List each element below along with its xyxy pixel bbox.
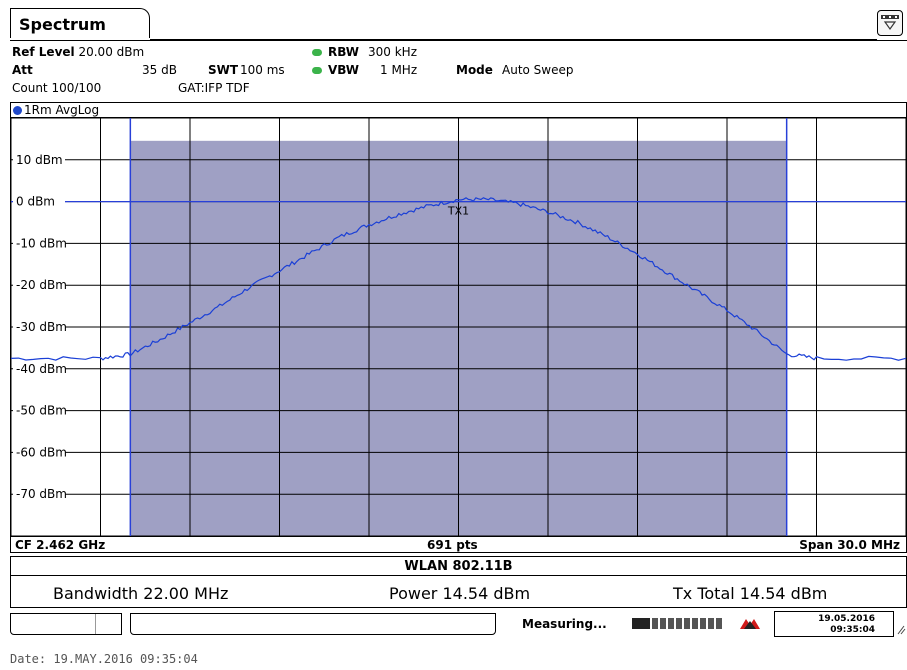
mode-value[interactable]: Auto Sweep — [502, 63, 574, 77]
y-axis-label: 0 dBm — [16, 195, 55, 209]
trace-label[interactable]: 1Rm AvgLog — [24, 103, 100, 117]
spectrum-plot[interactable]: 10 dBm 0 dBm -10 dBm -20 dBm -30 dBm -40 dBm -… — [10, 117, 907, 537]
result-summary: Bandwidth 22.00 MHz Power 14.54 dBm Tx T… — [10, 576, 907, 608]
status-date: 19.05.2016 — [818, 614, 875, 624]
vbw-indicator — [312, 63, 322, 77]
sweep-points[interactable]: 691 pts — [427, 538, 478, 552]
ref-level[interactable]: Ref Level 20.00 dBm — [12, 45, 144, 59]
tx-total-result: Tx Total 14.54 dBm — [673, 584, 828, 603]
vbw-value[interactable]: 1 MHz — [380, 63, 418, 77]
tab-bar-line — [150, 39, 877, 40]
channel-label: TX1 — [447, 205, 469, 218]
y-axis-label: -50 dBm — [16, 404, 67, 418]
status-bar: Measuring... 19.05.2016 09:35:04 — [10, 611, 907, 638]
y-axis-label: -40 dBm — [16, 362, 67, 376]
spectrum-svg: 10 dBm 0 dBm -10 dBm -20 dBm -30 dBm -40 dBm -… — [10, 117, 907, 537]
count-value: Count 100/100 — [12, 81, 102, 95]
y-axis-label: -30 dBm — [16, 320, 67, 334]
status-field-1[interactable] — [10, 613, 122, 635]
y-label-background — [13, 193, 65, 209]
frequency-bar: CF 2.462 GHz 691 pts Span 30.0 MHz — [10, 536, 907, 553]
settings-header: Ref Level 20.00 dBm Att 35 dB SWT 100 ms… — [10, 40, 907, 99]
att-value[interactable]: 35 dB — [142, 63, 177, 77]
rbw-status-icon — [312, 49, 322, 56]
spectrum-trace — [10, 197, 907, 361]
lxi-icon — [738, 617, 764, 631]
y-label-background — [13, 235, 65, 251]
progress-bar — [632, 618, 724, 629]
y-axis-label: -10 dBm — [16, 236, 67, 250]
status-field-2[interactable] — [130, 613, 496, 635]
status-datetime: 19.05.2016 09:35:04 — [774, 611, 894, 637]
y-label-background — [13, 444, 65, 460]
swt-value[interactable]: 100 ms — [240, 63, 285, 77]
y-label-background — [13, 360, 65, 376]
span-value[interactable]: Span 30.0 MHz — [799, 538, 900, 552]
gate-info: GAT:IFP TDF — [178, 81, 250, 95]
screenshot-date: Date: 19.MAY.2016 09:35:04 — [10, 652, 198, 666]
tab-spectrum[interactable]: Spectrum — [10, 8, 150, 38]
measuring-status: Measuring... — [522, 617, 607, 631]
trace-color-icon — [13, 106, 22, 115]
mode-label: Mode — [456, 63, 493, 77]
standard-label: WLAN 802.11B — [10, 556, 907, 576]
y-label-background — [13, 319, 65, 334]
rbw-value[interactable]: 300 kHz — [368, 45, 417, 59]
y-axis-label: -70 dBm — [16, 487, 67, 501]
ref-level-label: Ref Level — [12, 45, 75, 59]
center-frequency[interactable]: CF 2.462 GHz — [15, 538, 106, 552]
y-axis-label: -20 dBm — [16, 278, 67, 292]
power-result: Power 14.54 dBm — [389, 584, 531, 603]
y-label-background — [13, 151, 65, 167]
trace-label-bar: 1Rm AvgLog — [10, 102, 907, 118]
ref-level-value: 20.00 dBm — [78, 45, 145, 59]
swt-label: SWT — [208, 63, 239, 77]
bandwidth-result: Bandwidth 22.00 MHz — [53, 584, 229, 603]
rbw-indicator — [312, 45, 322, 59]
vbw-status-icon — [312, 67, 322, 74]
y-label-background — [13, 486, 65, 502]
resize-grip-icon[interactable] — [896, 623, 906, 635]
y-axis-label: 10 dBm — [16, 153, 63, 167]
y-axis-label: -60 dBm — [16, 445, 67, 459]
vbw-label: VBW — [328, 63, 360, 77]
rbw-label: RBW — [328, 45, 359, 59]
tab-title: Spectrum — [19, 15, 106, 34]
att-label: Att — [12, 63, 33, 77]
y-label-background — [13, 402, 65, 418]
status-time: 09:35:04 — [830, 625, 875, 635]
y-label-background — [13, 277, 65, 293]
window-menu-icon[interactable] — [877, 10, 903, 36]
